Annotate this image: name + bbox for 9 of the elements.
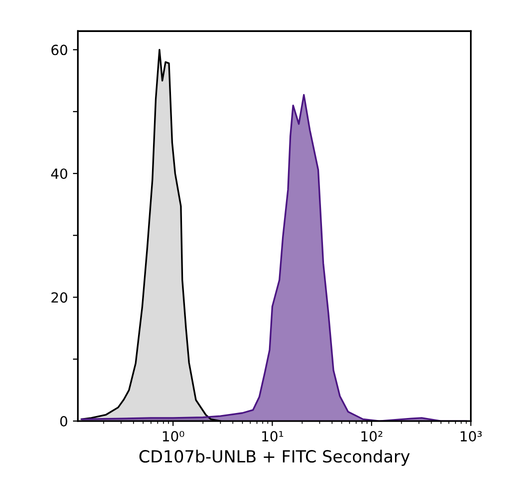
x-tick-label: 10¹ — [262, 431, 284, 442]
x-axis-title: CD107b-UNLB + FITC Secondary — [139, 450, 410, 466]
x-tick-label: 10³ — [460, 431, 482, 442]
y-tick-label: 40 — [51, 168, 68, 179]
y-tick-label: 60 — [51, 44, 68, 56]
y-tick-label: 20 — [52, 292, 68, 303]
x-tick-label: 10⁰ — [162, 431, 184, 442]
y-tick-label: 0 — [60, 416, 68, 427]
x-tick-label: 10² — [361, 431, 382, 442]
